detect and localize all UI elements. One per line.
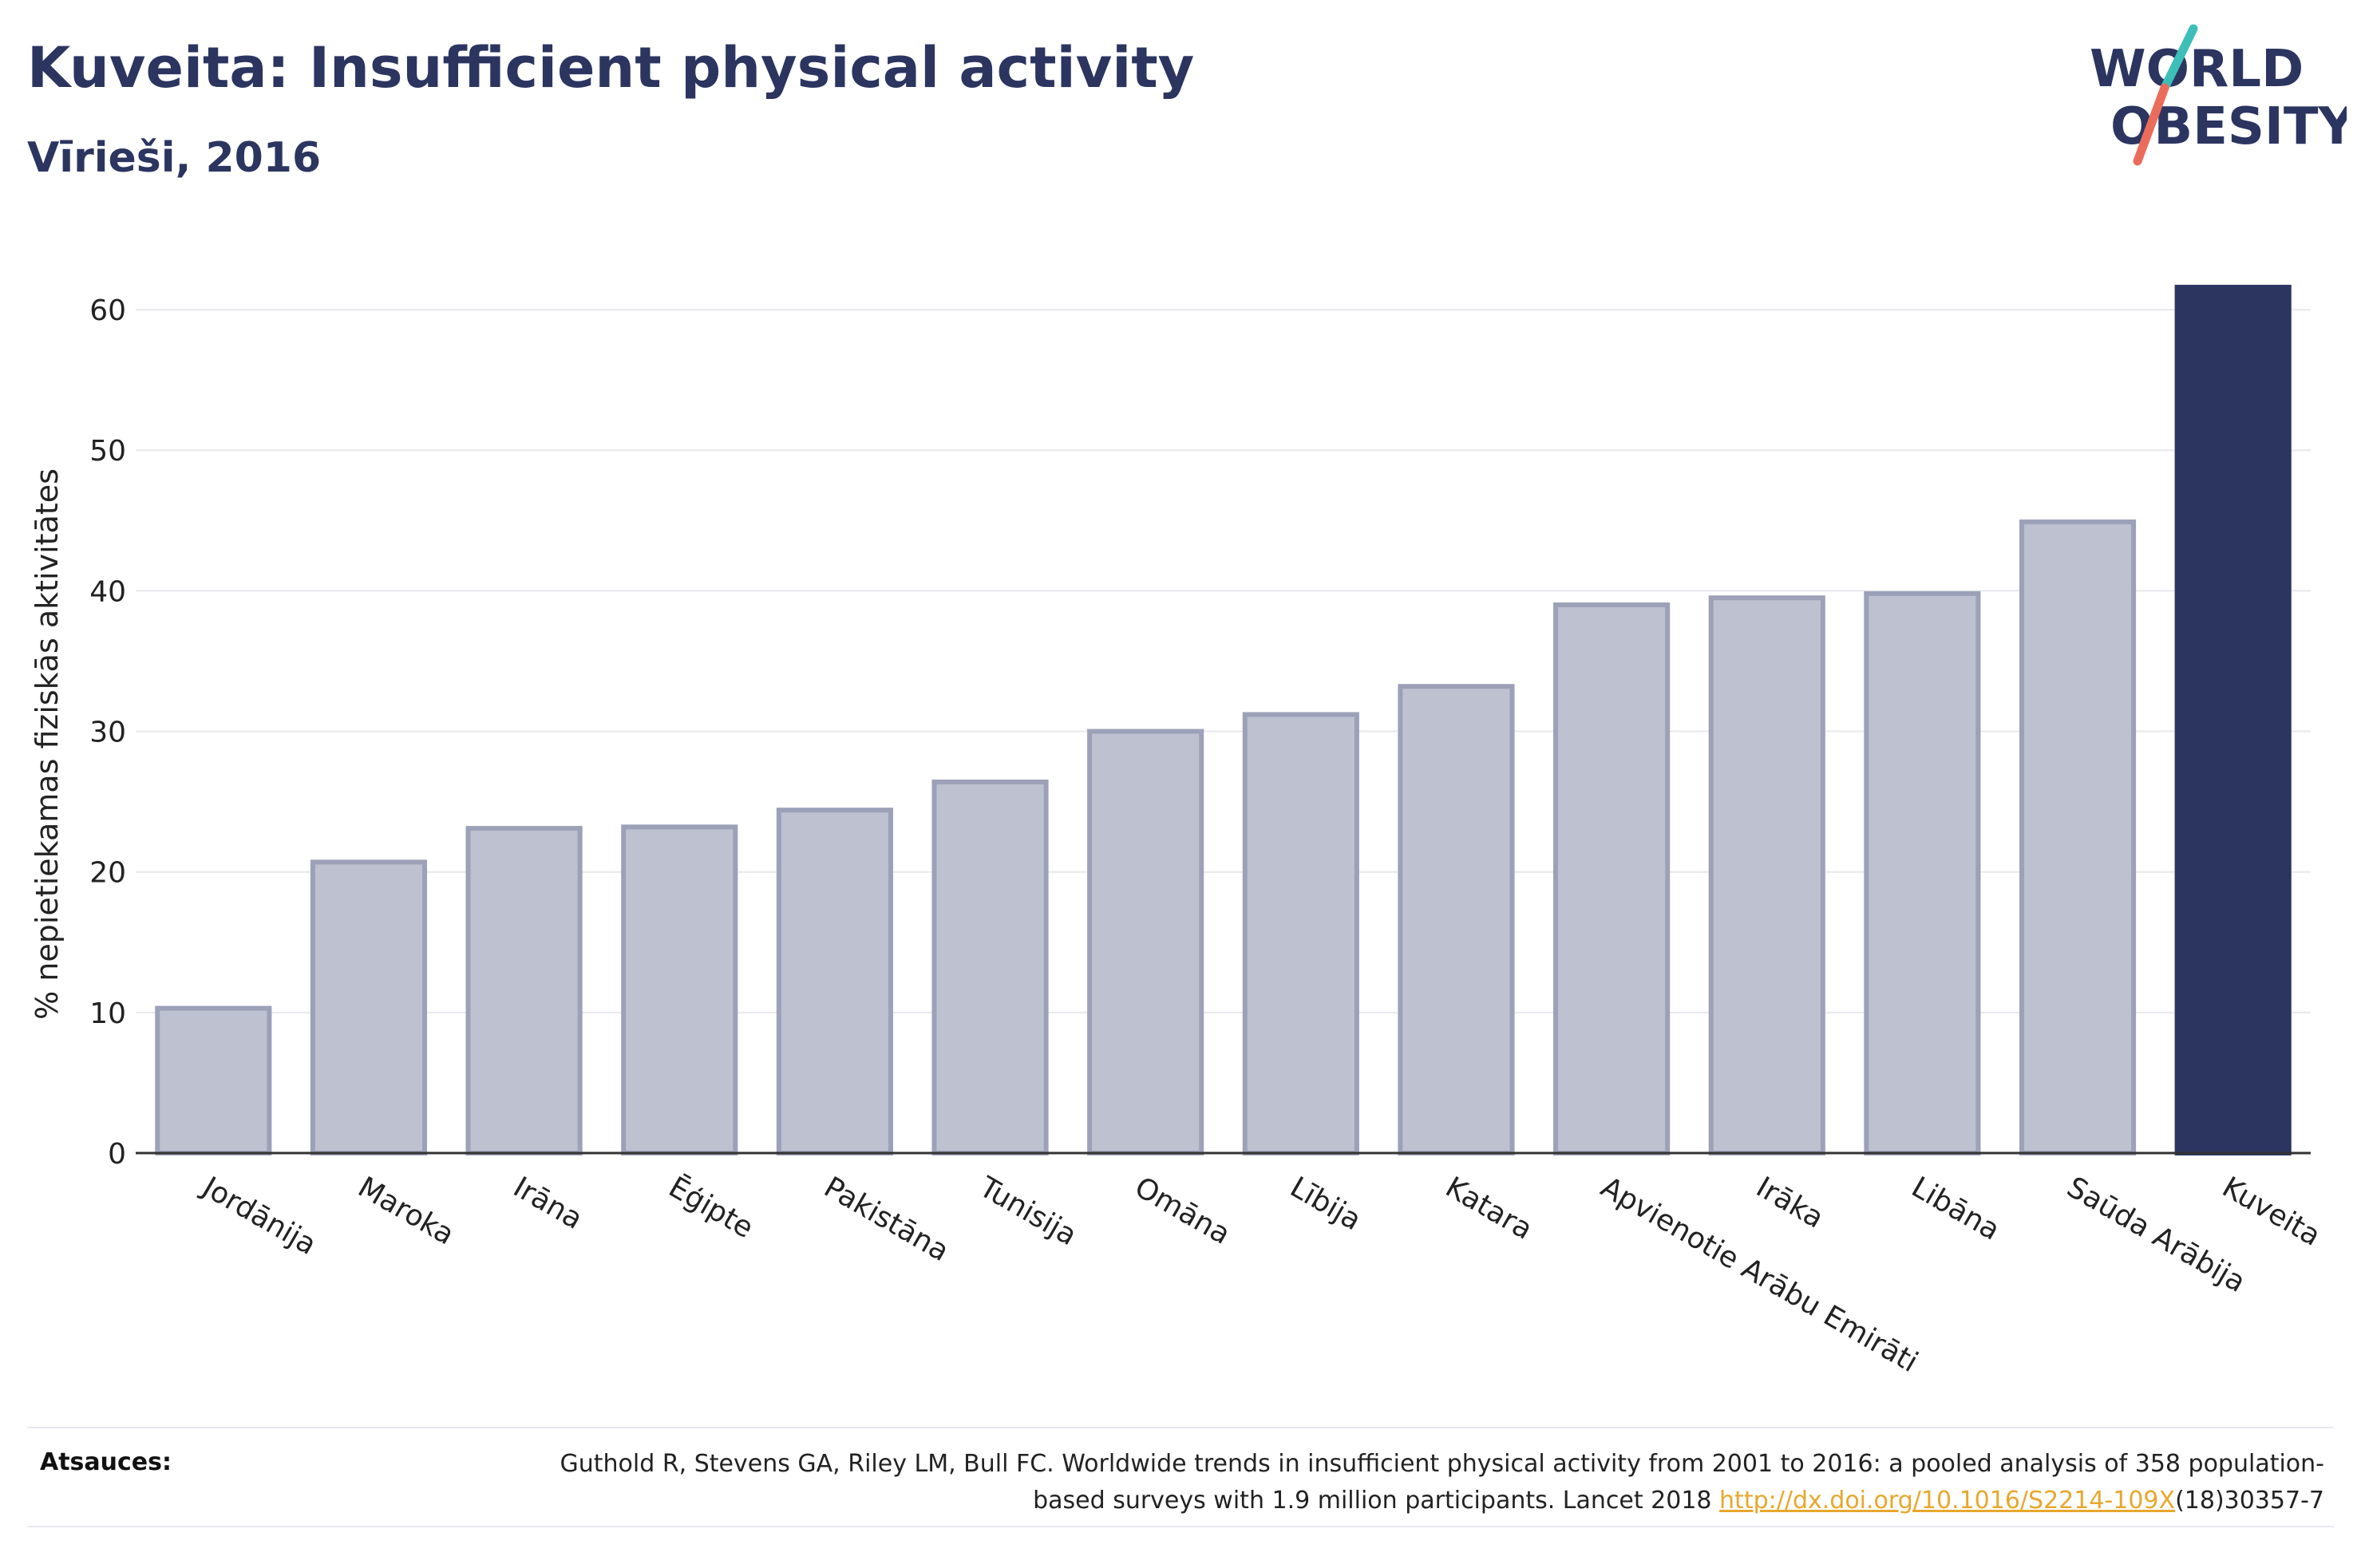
x-tick-label-egipte: Ēģipte	[663, 1171, 759, 1245]
chart-title: Kuveita: Insufficient physical activity	[27, 35, 1195, 101]
sources-citation-end: (18)30357-7	[2175, 1487, 2324, 1515]
logo-line-1: WORLD	[2090, 40, 2304, 99]
y-tick-label-10: 10	[89, 997, 126, 1030]
sources-doi-link[interactable]: http://dx.doi.org/10.1016/S2214-109X	[1719, 1487, 2176, 1515]
bar-chart: 0 10 20 30 40 50 60 Jordānija Maroka Irāna Ēģipte…	[30, 284, 2326, 1379]
x-tick-label-kuveita: Kuveita	[2217, 1171, 2326, 1253]
x-tick-labels: Jordānija Maroka Irāna Ēģipte Pakistāna Tunis…	[196, 1170, 2326, 1379]
bar-irana	[465, 826, 583, 1155]
chart-subtitle: Vīrieši, 2016	[27, 134, 322, 182]
y-axis-label: % nepietiekamas fiziskās aktivitātes	[30, 468, 65, 1020]
logo-slash-coral	[2133, 83, 2169, 166]
x-tick-label-jordanija: Jordānija	[196, 1170, 322, 1262]
x-tick-label-irana: Irāna	[508, 1171, 587, 1236]
logo-slash-teal	[2160, 24, 2198, 93]
footer-divider-top	[27, 1427, 2334, 1428]
bar-libana	[1864, 590, 1981, 1155]
y-tick-label-60: 60	[89, 294, 126, 327]
x-tick-label-omana: Omāna	[1129, 1171, 1236, 1251]
bar-maroka	[310, 859, 428, 1156]
y-tick-label-30: 30	[89, 717, 126, 749]
x-tick-label-libija: Lībija	[1284, 1171, 1366, 1237]
x-tick-label-maroka: Maroka	[352, 1171, 459, 1251]
bar-pakistana	[776, 808, 893, 1156]
sources-citation: Guthold R, Stevens GA, Riley LM, Bull FC…	[560, 1450, 2324, 1515]
y-tick-label-20: 20	[89, 857, 126, 890]
bar-tunisija	[931, 779, 1049, 1155]
bar-jordanija	[155, 1005, 272, 1155]
x-tick-label-katara: Katara	[1440, 1171, 1538, 1246]
footer-divider-bottom	[27, 1526, 2334, 1527]
bar-libija	[1242, 712, 1359, 1155]
sources-text: Guthold R, Stevens GA, Riley LM, Bull FC…	[488, 1446, 2324, 1519]
y-tick-label-40: 40	[89, 575, 126, 608]
bar-egipte	[621, 824, 738, 1156]
bar-apvienotie-arabu-emirati	[1553, 602, 1671, 1155]
sources-label: Atsauces:	[40, 1448, 172, 1476]
x-tick-label-libana: Libāna	[1906, 1171, 2005, 1246]
bar-iraka	[1708, 595, 1825, 1155]
bars	[155, 284, 2292, 1156]
y-tick-label-0: 0	[108, 1138, 126, 1171]
bar-sauda-arabija	[2019, 519, 2137, 1155]
bar-katara	[1398, 684, 1515, 1155]
y-tick-labels: 0 10 20 30 40 50 60	[89, 294, 126, 1171]
x-tick-label-iraka: Irāka	[1750, 1171, 1829, 1234]
y-tick-label-50: 50	[89, 435, 126, 468]
gridlines	[136, 309, 2311, 1013]
world-obesity-logo: WORLD OBESITY	[2090, 24, 2347, 166]
bar-kuveita	[2174, 284, 2292, 1155]
bar-omana	[1087, 729, 1204, 1155]
x-tick-label-tunisija: Tunisija	[973, 1171, 1082, 1252]
x-tick-label-pakistana: Pakistāna	[818, 1171, 954, 1268]
